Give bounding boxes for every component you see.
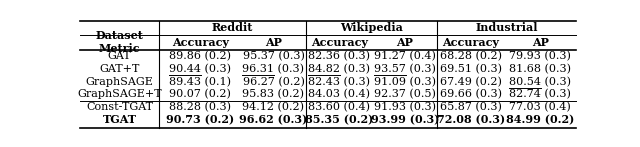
- Text: 68.28 (0.2): 68.28 (0.2): [440, 51, 502, 61]
- Text: 84.03 (0.4): 84.03 (0.4): [308, 89, 370, 100]
- Text: 92.37 (0.5): 92.37 (0.5): [374, 89, 436, 100]
- Text: 89.86 (0.2): 89.86 (0.2): [169, 51, 231, 61]
- Text: AP: AP: [396, 37, 413, 48]
- Text: 80.54 (0.3): 80.54 (0.3): [509, 77, 571, 87]
- Text: Const-TGAT: Const-TGAT: [86, 102, 153, 112]
- Text: GAT: GAT: [108, 51, 131, 61]
- Text: 91.09 (0.3): 91.09 (0.3): [374, 77, 436, 87]
- Text: Industrial: Industrial: [476, 22, 538, 33]
- Text: 90.07 (0.2): 90.07 (0.2): [170, 89, 231, 100]
- Text: Accuracy: Accuracy: [442, 37, 499, 48]
- Text: 90.44 (0.3): 90.44 (0.3): [169, 64, 231, 74]
- Text: GraphSAGE: GraphSAGE: [86, 77, 154, 87]
- Text: 90.73 (0.2): 90.73 (0.2): [166, 114, 234, 125]
- Text: Dataset
Metric: Dataset Metric: [96, 30, 143, 54]
- Text: 89.43 (0.1): 89.43 (0.1): [169, 77, 231, 87]
- Text: 93.57 (0.3): 93.57 (0.3): [374, 64, 436, 74]
- Text: AP: AP: [532, 37, 548, 48]
- Text: 95.83 (0.2): 95.83 (0.2): [243, 89, 305, 100]
- Text: 96.62 (0.3): 96.62 (0.3): [239, 114, 308, 125]
- Text: 82.74 (0.3): 82.74 (0.3): [509, 89, 571, 100]
- Text: 95.37 (0.3): 95.37 (0.3): [243, 51, 305, 61]
- Text: 65.87 (0.3): 65.87 (0.3): [440, 102, 502, 112]
- Text: 91.27 (0.4): 91.27 (0.4): [374, 51, 436, 61]
- Text: 83.60 (0.4): 83.60 (0.4): [308, 102, 370, 112]
- Text: 82.36 (0.3): 82.36 (0.3): [308, 51, 370, 61]
- Text: 77.03 (0.4): 77.03 (0.4): [509, 102, 571, 112]
- Text: 91.93 (0.3): 91.93 (0.3): [374, 102, 436, 112]
- Text: AP: AP: [265, 37, 282, 48]
- Text: 94.12 (0.2): 94.12 (0.2): [243, 102, 305, 112]
- Text: Reddit: Reddit: [212, 22, 253, 33]
- Text: 67.49 (0.2): 67.49 (0.2): [440, 77, 502, 87]
- Text: Accuracy: Accuracy: [172, 37, 228, 48]
- Text: TGAT: TGAT: [102, 114, 137, 125]
- Text: 96.27 (0.2): 96.27 (0.2): [243, 77, 305, 87]
- Text: Wikipedia: Wikipedia: [340, 22, 403, 33]
- Text: 93.99 (0.3): 93.99 (0.3): [371, 114, 439, 125]
- Text: GraphSAGE+T: GraphSAGE+T: [77, 89, 162, 100]
- Text: Accuracy: Accuracy: [310, 37, 367, 48]
- Text: GAT+T: GAT+T: [99, 64, 140, 74]
- Text: 72.08 (0.3): 72.08 (0.3): [436, 114, 505, 125]
- Text: 69.66 (0.3): 69.66 (0.3): [440, 89, 502, 100]
- Text: 84.99 (0.2): 84.99 (0.2): [506, 114, 574, 125]
- Text: 81.68 (0.3): 81.68 (0.3): [509, 64, 571, 74]
- Text: 79.93 (0.3): 79.93 (0.3): [509, 51, 571, 61]
- Text: 96.31 (0.3): 96.31 (0.3): [243, 64, 305, 74]
- Text: 85.35 (0.2): 85.35 (0.2): [305, 114, 373, 125]
- Text: 69.51 (0.3): 69.51 (0.3): [440, 64, 502, 74]
- Text: 82.43 (0.3): 82.43 (0.3): [308, 77, 370, 87]
- Text: 84.82 (0.3): 84.82 (0.3): [308, 64, 370, 74]
- Text: 88.28 (0.3): 88.28 (0.3): [169, 102, 231, 112]
